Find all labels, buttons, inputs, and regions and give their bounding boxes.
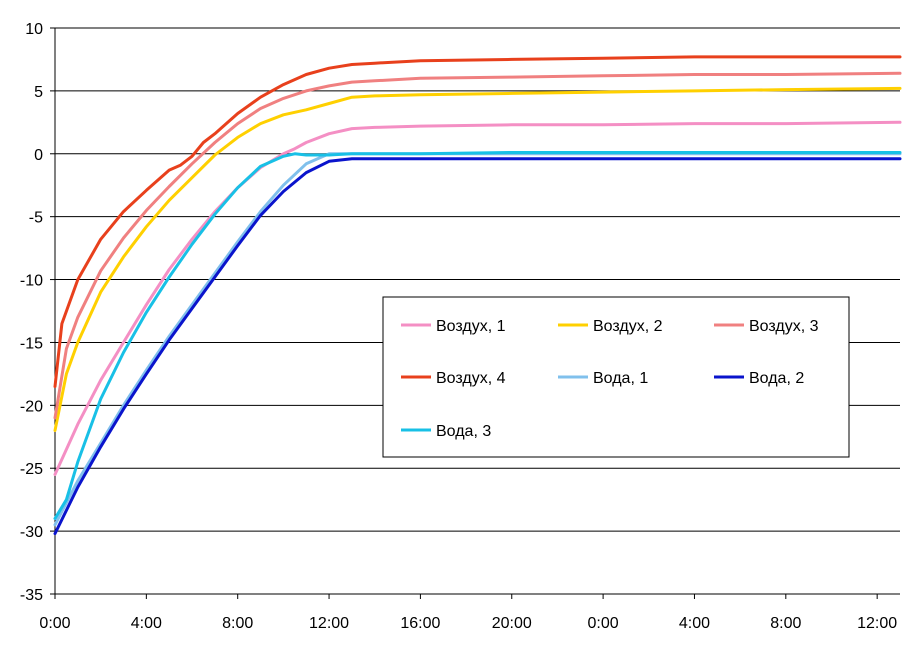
y-tick-label: -5 bbox=[29, 210, 43, 227]
legend-label: Вода, 3 bbox=[436, 423, 491, 440]
y-tick-label: -20 bbox=[20, 398, 43, 415]
legend-label: Воздух, 4 bbox=[436, 370, 506, 387]
x-tick-label: 16:00 bbox=[400, 615, 440, 632]
x-tick-label: 8:00 bbox=[770, 615, 801, 632]
legend-label: Воздух, 3 bbox=[749, 318, 819, 335]
legend: Воздух, 1 Воздух, 2 Воздух, 3 Воздух, 4 Вода… bbox=[382, 296, 850, 458]
x-tick-label: 4:00 bbox=[131, 615, 162, 632]
x-tick-label: 0:00 bbox=[39, 615, 70, 632]
series-line-2 bbox=[53, 86, 902, 432]
axes bbox=[50, 27, 900, 599]
y-tick-labels: 10 5 0 -5 -10 -15 -20 -25 -30 -35 bbox=[20, 21, 43, 604]
series-lines bbox=[53, 55, 902, 536]
legend-box bbox=[382, 296, 850, 458]
x-tick-label: 8:00 bbox=[222, 615, 253, 632]
series-line-1 bbox=[53, 120, 902, 476]
legend-label: Вода, 1 bbox=[593, 370, 648, 387]
y-tick-label: -15 bbox=[20, 335, 43, 352]
y-tick-label: -35 bbox=[20, 587, 43, 604]
x-tick-label: 4:00 bbox=[679, 615, 710, 632]
legend-label: Воздух, 2 bbox=[593, 318, 663, 335]
x-tick-label: 12:00 bbox=[857, 615, 897, 632]
x-tick-labels: 0:00 4:00 8:00 12:00 16:00 20:00 0:00 4:00 8:00 1… bbox=[39, 615, 897, 632]
y-tick-label: -10 bbox=[20, 273, 43, 290]
y-tick-label: -25 bbox=[20, 461, 43, 478]
legend-label: Воздух, 1 bbox=[436, 318, 506, 335]
x-tick-label: 20:00 bbox=[492, 615, 532, 632]
series-line-7 bbox=[53, 151, 902, 520]
x-tick-label: 12:00 bbox=[309, 615, 349, 632]
x-tick-label: 0:00 bbox=[588, 615, 619, 632]
series-line-4 bbox=[53, 55, 902, 388]
y-tick-label: -30 bbox=[20, 524, 43, 541]
y-tick-label: 0 bbox=[34, 147, 43, 164]
y-tick-label: 5 bbox=[34, 84, 43, 101]
series-line-3 bbox=[53, 71, 902, 420]
legend-label: Вода, 2 bbox=[749, 370, 804, 387]
y-tick-label: 10 bbox=[25, 21, 43, 38]
series-line-6 bbox=[53, 157, 902, 536]
